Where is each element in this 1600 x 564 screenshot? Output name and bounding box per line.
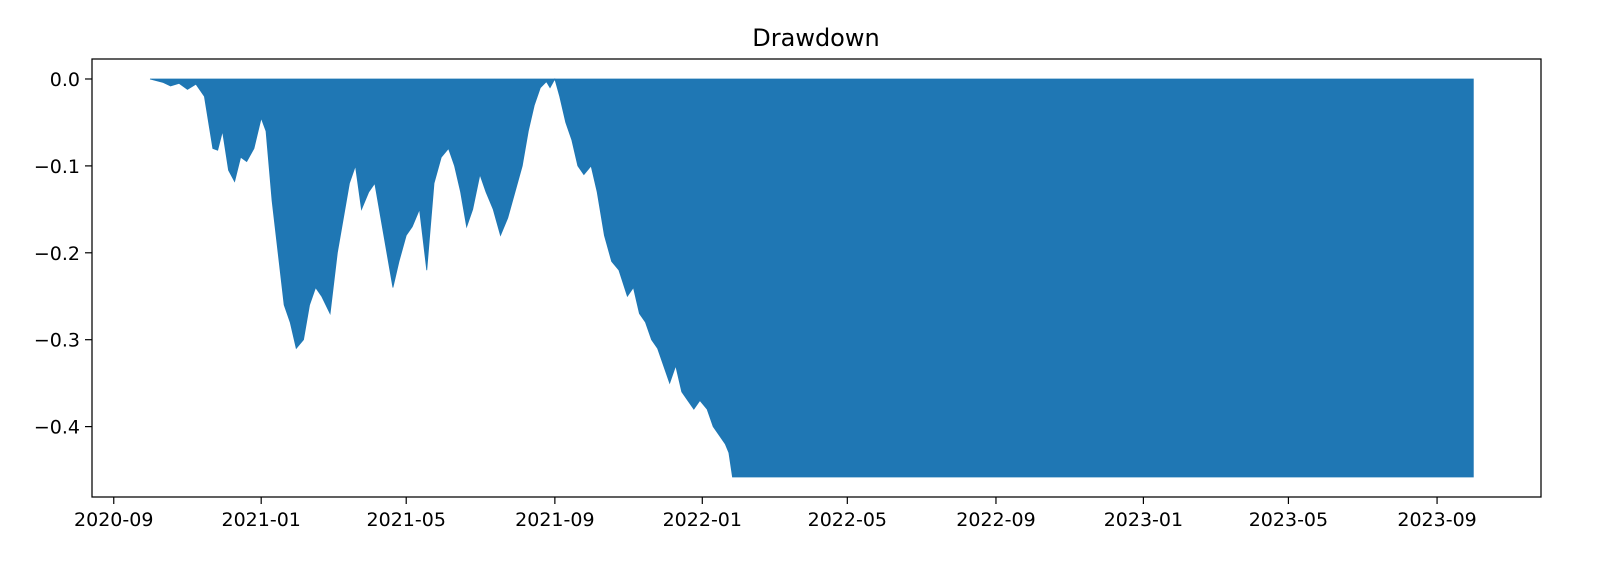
x-tick-label: 2023-01 bbox=[1104, 509, 1183, 531]
y-tick-label: −0.3 bbox=[34, 330, 80, 352]
chart-title: Drawdown bbox=[752, 24, 879, 52]
x-tick-label: 2021-01 bbox=[221, 509, 300, 531]
x-tick-label: 2022-09 bbox=[956, 509, 1035, 531]
y-tick-label: 0.0 bbox=[50, 69, 80, 91]
plot-frame bbox=[91, 58, 1542, 498]
y-tick-label: −0.4 bbox=[34, 417, 80, 439]
y-tick-label: −0.1 bbox=[34, 156, 80, 178]
x-tick-label: 2021-05 bbox=[367, 509, 446, 531]
x-tick-label: 2022-01 bbox=[663, 509, 742, 531]
x-axis: 2020-09 2021-01 2021-05 2021-09 2022-01 2022-… bbox=[74, 497, 1477, 531]
drawdown-area bbox=[149, 77, 1474, 478]
x-tick-label: 2021-09 bbox=[515, 509, 594, 531]
x-tick-label: 2022-05 bbox=[808, 509, 887, 531]
y-tick-label: −0.2 bbox=[34, 243, 80, 265]
x-tick-label: 2020-09 bbox=[74, 509, 153, 531]
x-tick-label: 2023-05 bbox=[1249, 509, 1328, 531]
y-axis: 0.0 −0.1 −0.2 −0.3 −0.4 bbox=[34, 69, 92, 439]
x-tick-label: 2023-09 bbox=[1397, 509, 1476, 531]
